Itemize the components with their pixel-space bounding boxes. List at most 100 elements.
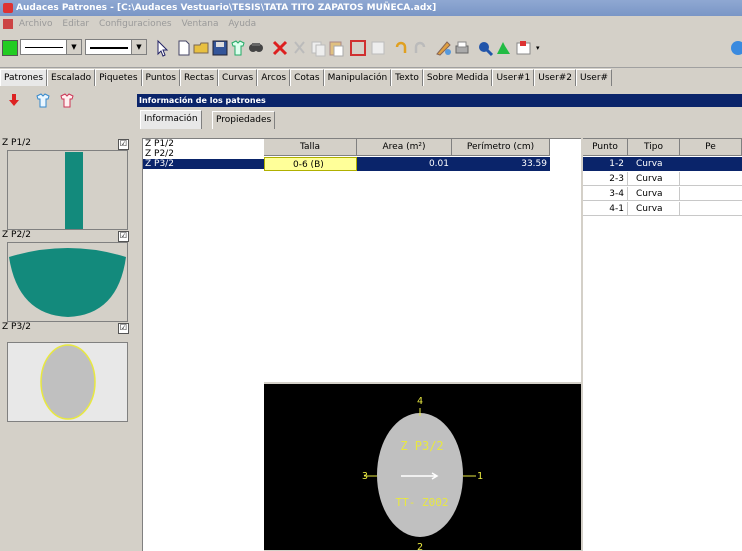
column-header-tipo[interactable]: Tipo [628,139,680,156]
tab-arcos[interactable]: Arcos [257,69,291,86]
tab-user1[interactable]: User#1 [492,69,535,86]
main-tabs: Patrones Escalado Piquetes Puntos Rectas Curv… [0,68,742,86]
point-label-4: 4 [417,396,423,407]
cell-tipo: Curva [628,172,680,186]
tab-cotas[interactable]: Cotas [290,69,324,86]
table-row[interactable]: 2-3 Curva [583,172,742,186]
cell-punto: 4-1 [583,202,628,216]
pattern-thumb-p1[interactable] [7,150,128,230]
garment-add-icon[interactable] [34,91,52,109]
cut-icon[interactable] [290,38,310,58]
cell-area[interactable]: 0.01 [357,157,452,171]
pattern-preview[interactable]: 4 3 1 2 Z P3/2 TT- Z002 [264,384,581,550]
tab-piquetes[interactable]: Piquetes [95,69,142,86]
undo-icon[interactable] [392,38,412,58]
table-row[interactable]: 1-2 Curva [583,157,742,171]
cell-talla[interactable]: 0-6 (B) [264,157,357,171]
pattern-checkbox-p1[interactable]: ☑ [118,139,129,150]
tab-user3[interactable]: User# [576,69,613,86]
cell-punto: 3-4 [583,187,628,201]
pointer-icon[interactable] [152,38,172,58]
patterns-panel: Z P1/2 ☑ Z P2/2 ☑ Z P3/2 ☑ [0,86,133,550]
column-header-punto[interactable]: Punto [583,139,628,156]
copy-icon[interactable] [308,38,328,58]
column-header-perimetro[interactable]: Perímetro (cm) [452,139,550,156]
list-item[interactable]: Z P1/2 [145,139,174,149]
line-style-combo[interactable]: ▼ [20,39,82,55]
tab-escalado[interactable]: Escalado [47,69,96,86]
table-row[interactable]: 4-1 Curva [583,202,742,216]
tab-curvas[interactable]: Curvas [218,69,258,86]
tab-texto[interactable]: Texto [391,69,423,86]
tab-sobre-medida[interactable]: Sobre Medida [422,69,493,86]
measure-icon[interactable] [494,38,514,58]
chevron-down-icon[interactable]: ▼ [66,40,81,54]
column-header-talla[interactable]: Talla [264,139,357,156]
frame-icon[interactable] [348,38,368,58]
cell-punto: 2-3 [583,172,628,186]
open-icon[interactable] [192,38,212,58]
grid-icon[interactable] [368,38,388,58]
tab-user2[interactable]: User#2 [534,69,577,86]
tab-rectas[interactable]: Rectas [179,69,219,86]
point-grid: Punto Tipo Pe 1-2 Curva 2-3 Curva 3-4 Cu… [583,138,742,551]
tab-patrones[interactable]: Patrones [0,69,48,86]
preview-pattern-code: TT- Z002 [396,496,449,509]
arrow-down-icon[interactable] [6,92,22,108]
tab-propiedades[interactable]: Propiedades [212,111,276,129]
splitter[interactable] [264,382,581,384]
preview-canvas: 4 3 1 2 Z P3/2 TT- Z002 [362,396,483,550]
print-icon[interactable] [452,38,472,58]
tab-informacion[interactable]: Información [140,110,202,129]
pattern-label-p3: Z P3/2 [2,322,31,332]
garment-icon[interactable] [228,38,248,58]
pattern-checkbox-p3[interactable]: ☑ [118,323,129,334]
pattern-shape-oval [40,344,96,420]
palette-icon[interactable] [434,38,454,58]
menu-ayuda[interactable]: Ayuda [228,19,257,29]
title-bar: Audaces Patrones - [C:\Audaces Vestuario… [0,0,742,16]
zoom-icon[interactable] [476,38,496,58]
menu-archivo[interactable]: Archivo [18,19,53,29]
menu-configuraciones[interactable]: Configuraciones [98,19,172,29]
app-menu-icon[interactable] [3,19,13,29]
cell-perimetro[interactable]: 33.59 [452,157,550,171]
preview-pattern-name: Z P3/2 [400,439,443,453]
point-label-1: 1 [477,471,483,482]
pattern-thumb-p3[interactable] [7,342,128,422]
save-icon[interactable] [210,38,230,58]
export-icon[interactable] [514,38,534,58]
point-label-2: 2 [417,542,423,550]
list-item[interactable]: Z P2/2 [145,149,174,159]
column-header-area[interactable]: Area (m²) [357,139,452,156]
pattern-label-p2: Z P2/2 [2,230,31,240]
pattern-list: Z P1/2 Z P2/2 Z P3/2 [142,138,264,551]
garment-remove-icon[interactable] [58,91,76,109]
list-item-selected[interactable]: Z P3/2 [143,159,264,169]
paste-icon[interactable] [326,38,346,58]
app-icon [3,3,13,13]
chevron-down-icon[interactable]: ▼ [131,40,146,54]
globe-icon[interactable] [728,38,742,58]
tab-manipulacion[interactable]: Manipulación [323,69,392,86]
menu-editar[interactable]: Editar [62,19,90,29]
find-icon[interactable] [246,38,266,58]
new-icon[interactable] [174,38,194,58]
redo-icon[interactable] [410,38,430,58]
cell-tipo: Curva [628,187,680,201]
window-title: Audaces Patrones - [C:\Audaces Vestuario… [16,3,437,13]
chevron-down-icon[interactable]: ▾ [536,44,540,52]
line-width-combo[interactable]: ▼ [85,39,147,55]
pattern-checkbox-p2[interactable]: ☑ [118,231,129,242]
point-label-3: 3 [362,471,368,482]
delete-icon[interactable] [270,38,290,58]
cell-perimetro [680,172,742,186]
tab-puntos[interactable]: Puntos [141,69,180,86]
cell-punto: 1-2 [583,157,628,171]
menu-ventana[interactable]: Ventana [181,19,219,29]
column-header-perimetro[interactable]: Pe [680,139,742,156]
pattern-thumb-p2[interactable] [7,242,128,322]
cell-tipo: Curva [628,202,680,216]
color-icon[interactable] [2,40,18,56]
table-row[interactable]: 3-4 Curva [583,187,742,201]
